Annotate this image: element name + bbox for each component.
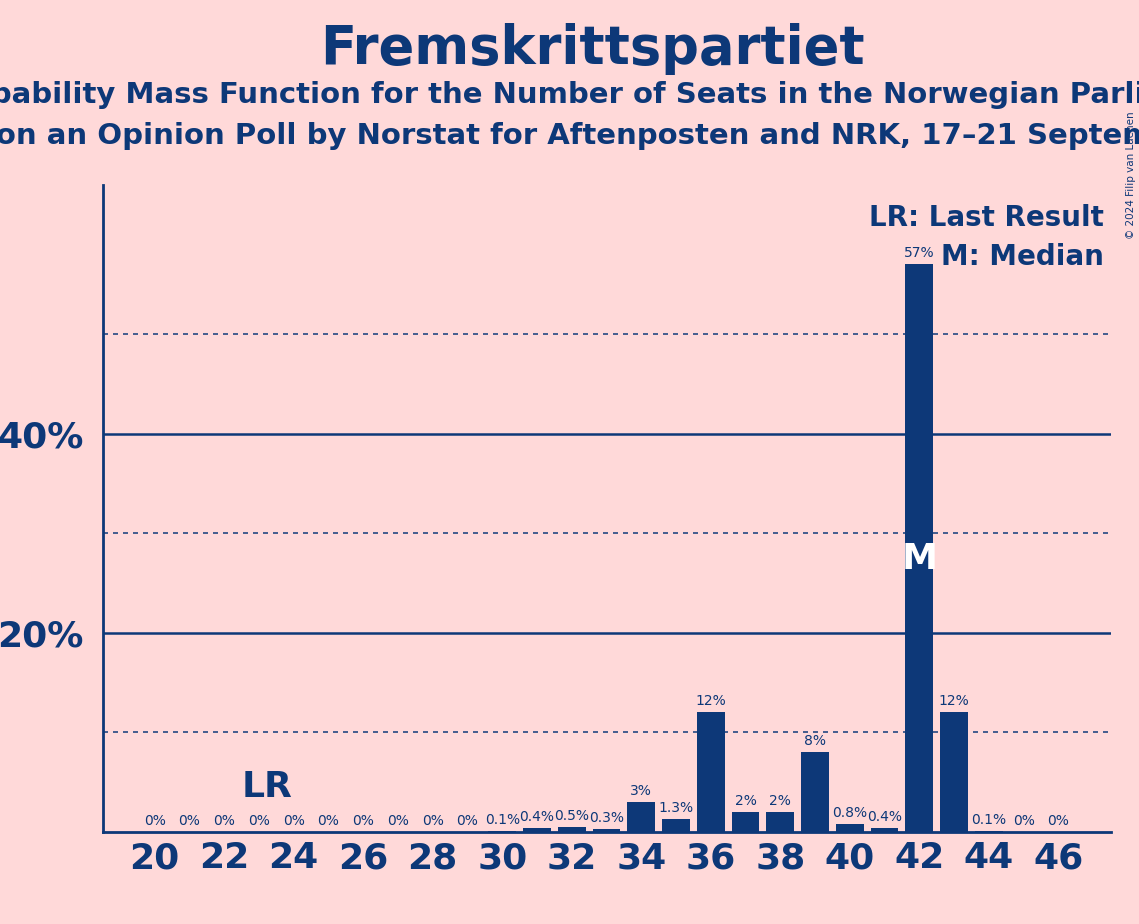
Text: 57%: 57% bbox=[904, 247, 935, 261]
Text: 0%: 0% bbox=[318, 814, 339, 828]
Bar bbox=[940, 712, 968, 832]
Text: 0%: 0% bbox=[179, 814, 200, 828]
Bar bbox=[558, 827, 585, 832]
Text: Fremskrittspartiet: Fremskrittspartiet bbox=[320, 23, 865, 75]
Bar bbox=[870, 828, 899, 832]
Text: LR: Last Result: LR: Last Result bbox=[869, 204, 1104, 232]
Bar bbox=[906, 264, 933, 832]
Bar bbox=[489, 831, 516, 832]
Text: 0%: 0% bbox=[282, 814, 304, 828]
Bar bbox=[592, 829, 621, 832]
Bar bbox=[523, 828, 551, 832]
Text: Based on an Opinion Poll by Norstat for Aftenposten and NRK, 17–21 September 202: Based on an Opinion Poll by Norstat for … bbox=[0, 122, 1139, 150]
Text: 8%: 8% bbox=[804, 734, 826, 748]
Text: 12%: 12% bbox=[939, 694, 969, 708]
Text: 0%: 0% bbox=[387, 814, 409, 828]
Text: M: M bbox=[901, 542, 937, 577]
Text: 1.3%: 1.3% bbox=[658, 801, 694, 815]
Text: 0.1%: 0.1% bbox=[972, 812, 1007, 827]
Text: 0%: 0% bbox=[1048, 814, 1070, 828]
Text: 0.1%: 0.1% bbox=[485, 812, 519, 827]
Text: 0%: 0% bbox=[213, 814, 235, 828]
Bar bbox=[662, 819, 690, 832]
Text: 0.4%: 0.4% bbox=[867, 809, 902, 823]
Text: 2%: 2% bbox=[735, 794, 756, 808]
Text: 0.4%: 0.4% bbox=[519, 809, 555, 823]
Text: M: Median: M: Median bbox=[941, 243, 1104, 271]
Bar bbox=[731, 811, 760, 832]
Text: 0%: 0% bbox=[248, 814, 270, 828]
Text: LR: LR bbox=[241, 770, 293, 804]
Text: 3%: 3% bbox=[630, 784, 653, 797]
Bar bbox=[801, 752, 829, 832]
Text: 0%: 0% bbox=[1013, 814, 1034, 828]
Text: 0%: 0% bbox=[421, 814, 444, 828]
Text: 0.3%: 0.3% bbox=[589, 810, 624, 824]
Text: 0.5%: 0.5% bbox=[555, 808, 589, 822]
Bar bbox=[975, 831, 1002, 832]
Bar bbox=[628, 802, 655, 832]
Bar bbox=[767, 811, 794, 832]
Bar bbox=[697, 712, 724, 832]
Text: 0%: 0% bbox=[352, 814, 374, 828]
Text: 0.8%: 0.8% bbox=[833, 806, 868, 820]
Text: 0%: 0% bbox=[457, 814, 478, 828]
Bar bbox=[836, 823, 863, 832]
Text: 0%: 0% bbox=[144, 814, 165, 828]
Text: © 2024 Filip van Laenen: © 2024 Filip van Laenen bbox=[1125, 111, 1136, 238]
Text: 2%: 2% bbox=[769, 794, 792, 808]
Text: Probability Mass Function for the Number of Seats in the Norwegian Parliament: Probability Mass Function for the Number… bbox=[0, 81, 1139, 109]
Text: 12%: 12% bbox=[696, 694, 727, 708]
